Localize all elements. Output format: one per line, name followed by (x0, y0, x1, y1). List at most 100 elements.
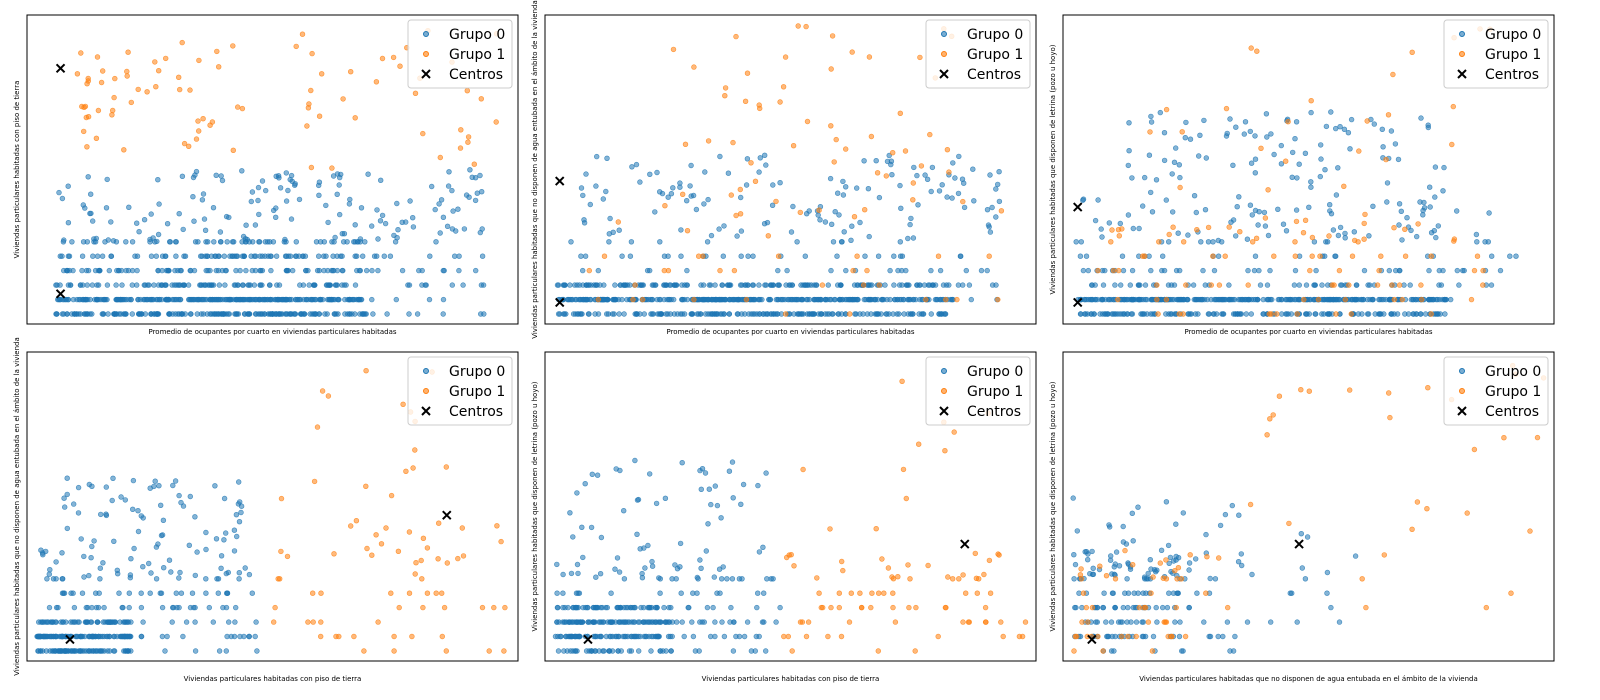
grupo-1-point (1160, 575, 1167, 581)
grupo-1-point (1428, 253, 1434, 259)
grupo-0-point (632, 457, 638, 464)
grupo-1-point (1083, 604, 1090, 611)
grupo-0-point (1298, 530, 1305, 537)
grupo-1-point (1174, 576, 1180, 582)
grupo-0-point (119, 633, 126, 640)
grupo-0-point (374, 207, 380, 213)
grupo-0-point (687, 183, 693, 189)
grupo-0-point (1408, 227, 1414, 234)
grupo-0-point (606, 648, 613, 654)
grupo-0-point (606, 239, 612, 245)
grupo-0-point (208, 311, 215, 317)
grupo-0-point (218, 553, 225, 559)
grupo-0-point (668, 191, 675, 197)
grupo-0-point (267, 296, 274, 303)
grupo-0-point (629, 164, 635, 170)
grupo-0-point (583, 171, 589, 177)
grupo-1-point (112, 75, 118, 82)
grupo-1-point (363, 483, 369, 489)
grupo-0-point (480, 282, 487, 288)
grupo-0-point (287, 176, 293, 183)
x-axis-label: Viviendas particulares habitadas con pis… (184, 675, 362, 683)
grupo-0-point (1216, 296, 1222, 303)
grupo-0-point (342, 296, 348, 303)
grupo-0-point (1198, 239, 1204, 245)
grupo-0-point (213, 536, 220, 542)
legend-label-centros: Centros (967, 404, 1021, 420)
grupo-0-point (450, 208, 456, 214)
grupo-0-point (131, 545, 137, 552)
grupo-1-point (682, 141, 689, 148)
grupo-0-point (1168, 282, 1175, 288)
grupo-0-point (301, 311, 307, 317)
grupo-0-point (615, 604, 622, 611)
grupo-0-point (321, 267, 327, 274)
grupo-0-point (989, 204, 995, 211)
grupo-0-point (392, 239, 399, 245)
grupo-0-point (217, 229, 224, 235)
grupo-1-point (737, 211, 744, 217)
grupo-0-point (726, 282, 732, 288)
grupo-0-point (1159, 253, 1166, 259)
grupo-0-point (1108, 296, 1114, 303)
grupo-0-point (668, 604, 674, 611)
grupo-0-point (1428, 230, 1435, 236)
grupo-0-point (1312, 311, 1318, 317)
grupo-0-point (123, 239, 129, 245)
grupo-1-point (986, 253, 992, 259)
grupo-0-point (690, 633, 697, 640)
grupo-0-point (887, 296, 893, 303)
grupo-0-point (1172, 619, 1178, 625)
grupo-0-point (352, 222, 358, 228)
grupo-0-point (650, 633, 656, 640)
x-axis-label: Promedio de ocupantes por cuarto en vivi… (666, 328, 914, 336)
grupo-0-point (891, 282, 897, 288)
grupo-0-point (105, 311, 111, 317)
grupo-0-point (1405, 311, 1412, 317)
grupo-0-point (427, 253, 433, 259)
grupo-0-point (1248, 311, 1255, 317)
grupo-1-point (1142, 604, 1149, 611)
grupo-1-point (752, 178, 759, 185)
grupo-0-point (53, 604, 60, 611)
grupo-0-point (223, 648, 230, 654)
grupo-0-point (616, 311, 622, 317)
grupo-0-point (764, 311, 771, 317)
grupo-0-point (702, 470, 709, 476)
grupo-0-point (159, 604, 166, 611)
grupo-0-point (53, 576, 59, 582)
grupo-0-point (842, 184, 849, 190)
grupo-0-point (374, 253, 380, 259)
grupo-0-point (105, 237, 112, 243)
grupo-0-point (1145, 570, 1151, 577)
grupo-0-point (1146, 253, 1152, 259)
grupo-1-point (1409, 49, 1415, 55)
grupo-0-point (192, 239, 199, 245)
grupo-1-point (913, 604, 919, 611)
grupo-0-point (754, 604, 760, 611)
grupo-0-point (1317, 142, 1324, 148)
grupo-1-point (460, 553, 467, 559)
grupo-1-point (986, 557, 993, 564)
grupo-0-point (1410, 296, 1416, 303)
grupo-0-point (1135, 282, 1142, 288)
grupo-0-point (1436, 282, 1442, 288)
grupo-0-point (70, 590, 76, 596)
grupo-1-point (960, 572, 966, 578)
grupo-1-point (457, 145, 464, 151)
grupo-0-point (1420, 212, 1426, 218)
grupo-0-point (1106, 522, 1112, 528)
grupo-0-point (283, 170, 289, 176)
grupo-1-point (84, 80, 90, 87)
grupo-0-point (892, 296, 898, 303)
grupo-0-point (1323, 123, 1330, 130)
grupo-0-point (249, 590, 256, 596)
grupo-0-point (1112, 633, 1118, 640)
grupo-1-point (1000, 633, 1006, 640)
grupo-0-point (595, 267, 601, 274)
grupo-0-point (1099, 267, 1106, 274)
grupo-0-point (156, 296, 163, 303)
grupo-0-point (653, 500, 660, 507)
center-marker (1073, 297, 1083, 308)
grupo-0-point (90, 253, 96, 259)
